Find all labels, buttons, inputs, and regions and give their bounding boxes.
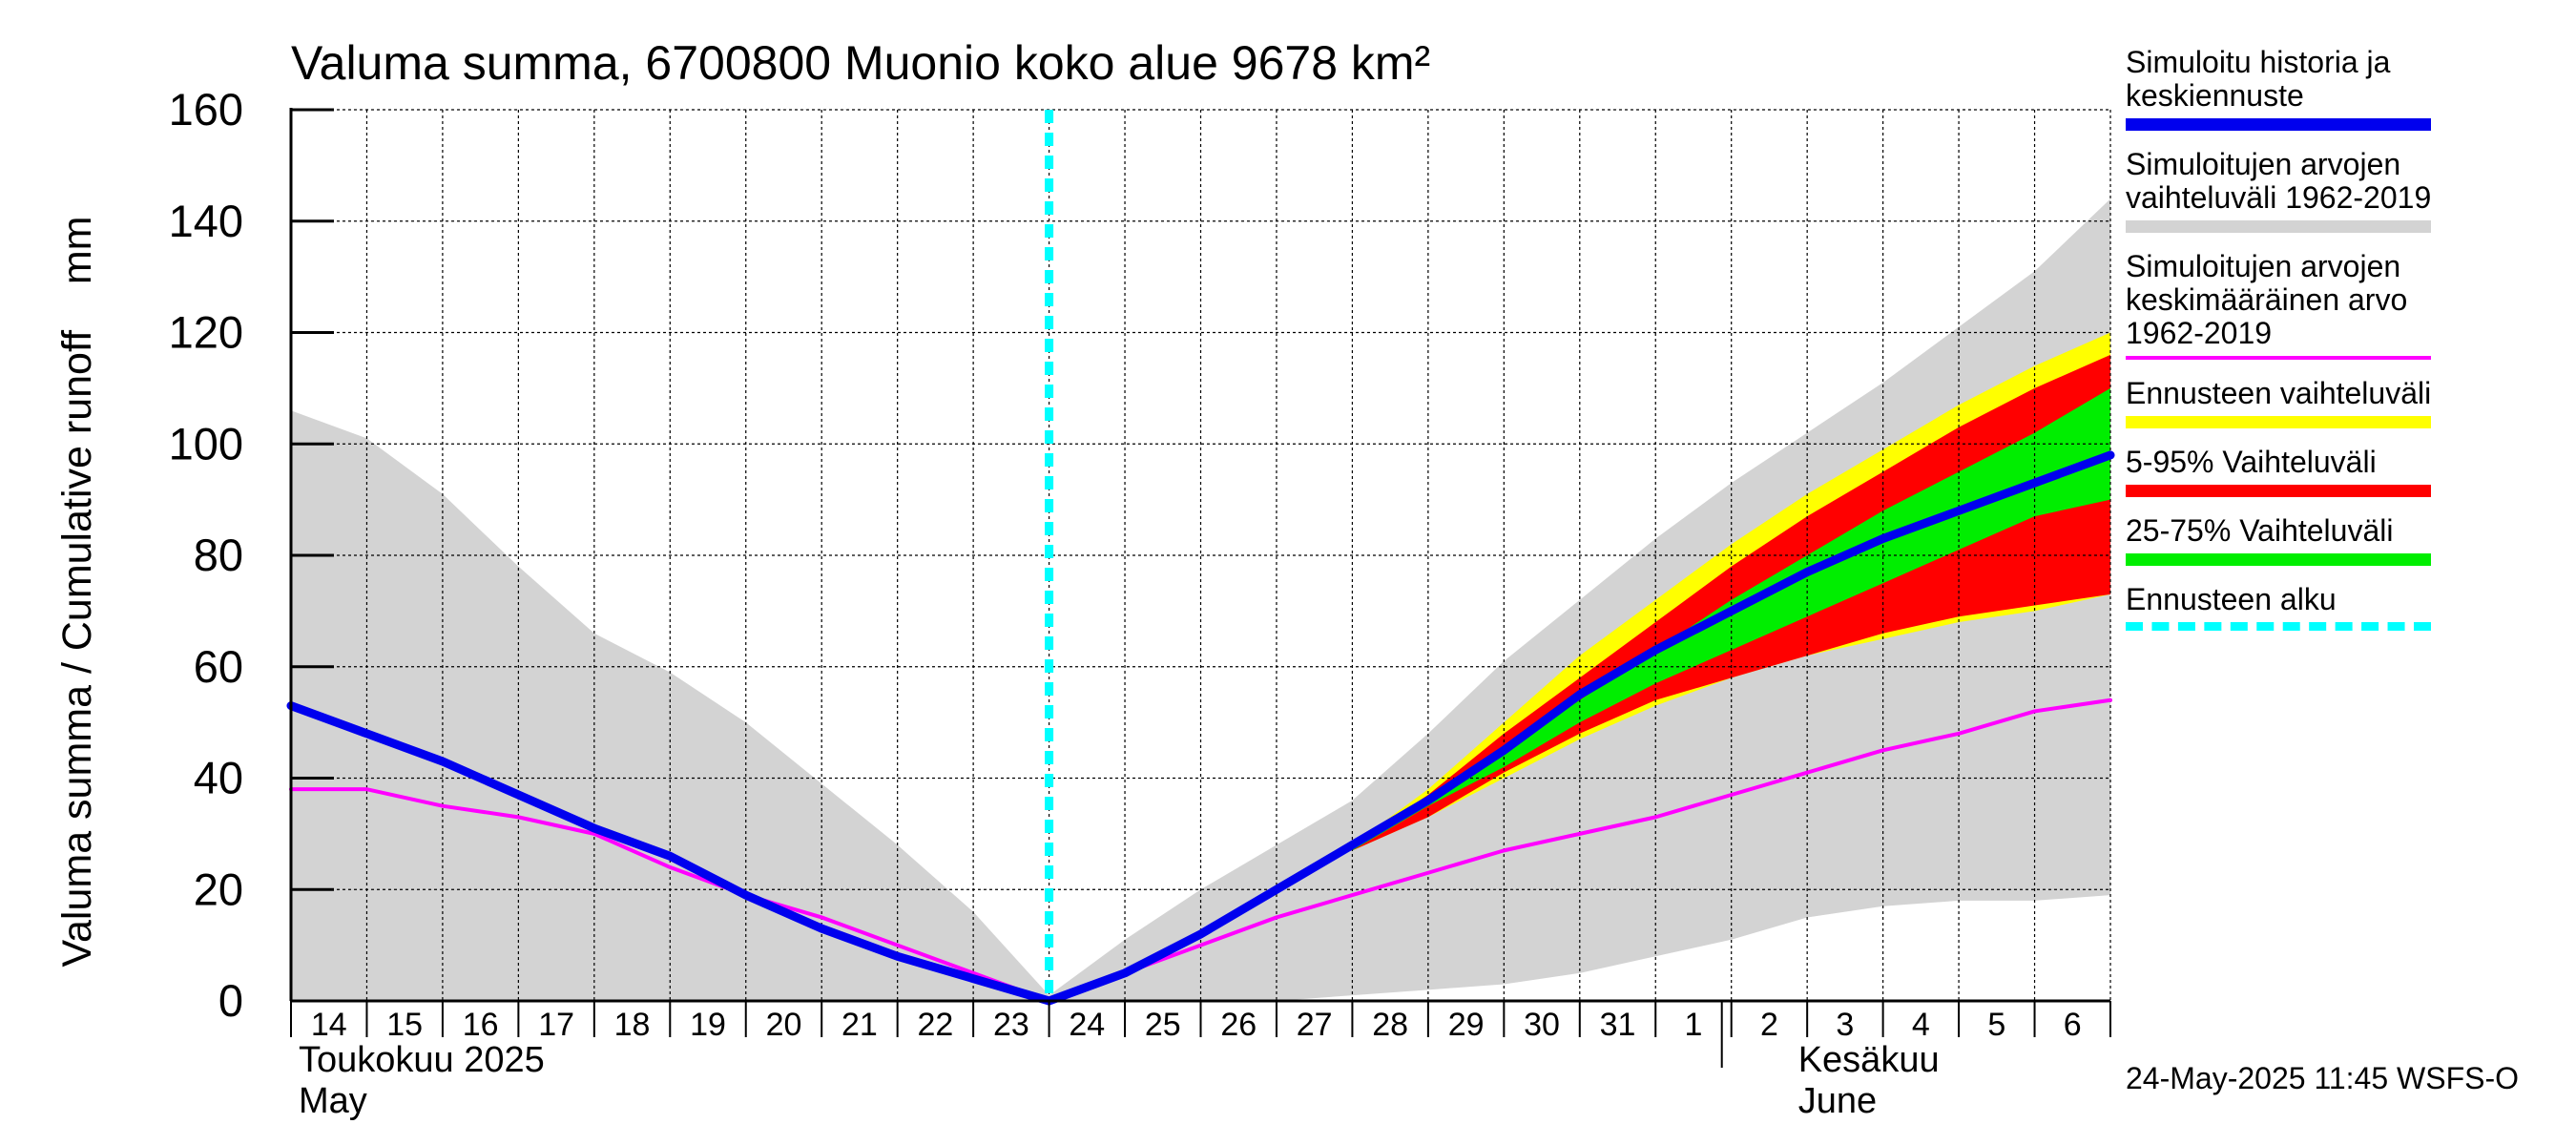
x-tick-label: 5 — [1987, 1007, 2005, 1043]
legend-item: Simuloitujen arvojen vaihteluväli 1962-2… — [2126, 148, 2565, 233]
y-tick-label: 60 — [194, 641, 243, 692]
month-label-en: May — [299, 1081, 367, 1121]
x-tick-label: 4 — [1912, 1007, 1930, 1043]
median-forecast-line — [286, 450, 2115, 1006]
legend-swatch — [2126, 416, 2431, 428]
legend-label: Simuloitujen arvojen keskimääräinen arvo… — [2126, 249, 2408, 350]
y-tick-label: 120 — [169, 307, 243, 358]
legend-item: 5-95% Vaihteluväli — [2126, 446, 2565, 497]
legend-item: 25-75% Vaihteluväli — [2126, 514, 2565, 566]
x-tick-label: 6 — [2064, 1007, 2082, 1043]
x-tick-label: 3 — [1836, 1007, 1854, 1043]
legend-item: Ennusteen alku — [2126, 583, 2565, 631]
y-tick-label: 100 — [169, 418, 243, 468]
mean-line — [289, 697, 2112, 1003]
y-axis-label: Valuma summa / Cumulative runoff mm — [54, 217, 100, 968]
x-tick-label: 19 — [690, 1007, 726, 1043]
y-tick-label: 80 — [194, 530, 243, 580]
x-tick-label: 22 — [917, 1007, 953, 1043]
historical-range-band — [291, 198, 2110, 1001]
legend-swatch — [2126, 485, 2431, 497]
x-tick-label: 14 — [311, 1007, 347, 1043]
legend-swatch — [2126, 118, 2431, 131]
x-tick-label: 18 — [614, 1007, 651, 1043]
month-label: Kesäkuu — [1798, 1040, 1940, 1080]
legend-item: Simuloitujen arvojen keskimääräinen arvo… — [2126, 250, 2565, 360]
legend-label: 5-95% Vaihteluväli — [2126, 445, 2377, 479]
x-tick-label: 16 — [463, 1007, 499, 1043]
legend-swatch — [2126, 553, 2431, 566]
legend-label: Simuloitu historia ja keskiennuste — [2126, 45, 2391, 113]
legend-swatch — [2126, 622, 2431, 631]
legend-label: 25-75% Vaihteluväli — [2126, 513, 2394, 548]
chart-title: Valuma summa, 6700800 Muonio koko alue 9… — [291, 36, 1430, 90]
x-tick-label: 26 — [1220, 1007, 1257, 1043]
legend-swatch — [2126, 220, 2431, 233]
legend-item: Ennusteen vaihteluväli — [2126, 377, 2565, 428]
x-tick-label: 29 — [1448, 1007, 1485, 1043]
legend-label: Ennusteen vaihteluväli — [2126, 376, 2432, 410]
x-tick-label: 15 — [386, 1007, 423, 1043]
x-tick-label: 28 — [1372, 1007, 1408, 1043]
x-tick-label: 25 — [1145, 1007, 1181, 1043]
month-label-en: June — [1798, 1081, 1877, 1121]
x-tick-label: 17 — [538, 1007, 574, 1043]
x-tick-label: 21 — [841, 1007, 878, 1043]
legend-swatch — [2126, 356, 2431, 360]
x-tick-label: 31 — [1600, 1007, 1636, 1043]
legend: Simuloitu historia ja keskiennuste Simulo… — [2126, 46, 2565, 648]
legend-item: Simuloitu historia ja keskiennuste — [2126, 46, 2565, 131]
month-label: Toukokuu 2025 — [299, 1040, 545, 1080]
x-tick-label: 20 — [766, 1007, 802, 1043]
y-tick-label: 160 — [169, 84, 243, 135]
x-tick-label: 24 — [1069, 1007, 1105, 1043]
y-tick-label: 140 — [169, 196, 243, 246]
x-tick-label: 23 — [993, 1007, 1029, 1043]
x-tick-label: 1 — [1685, 1007, 1703, 1043]
legend-label: Ennusteen alku — [2126, 582, 2337, 616]
x-tick-label: 27 — [1297, 1007, 1333, 1043]
y-tick-label: 40 — [194, 753, 243, 803]
legend-label: Simuloitujen arvojen vaihteluväli 1962-2… — [2126, 147, 2432, 215]
y-tick-label: 0 — [218, 975, 243, 1026]
x-tick-label: 2 — [1760, 1007, 1778, 1043]
x-tick-label: 30 — [1524, 1007, 1560, 1043]
footer-timestamp: 24-May-2025 11:45 WSFS-O — [2126, 1061, 2520, 1095]
y-tick-label: 20 — [194, 864, 243, 914]
